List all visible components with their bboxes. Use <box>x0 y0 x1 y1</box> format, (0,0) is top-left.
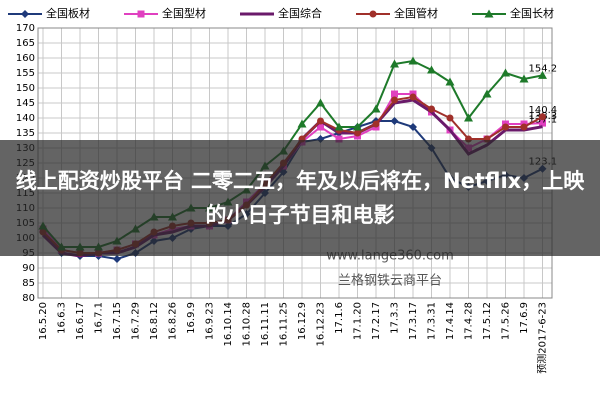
x-tick-label: 16.6.17 <box>75 302 86 340</box>
y-tick-label: 90 <box>22 263 35 274</box>
x-tick-label: 17.6.9 <box>519 302 530 334</box>
x-tick-label: 17.1.6 <box>334 302 345 334</box>
legend-marker <box>21 10 29 18</box>
x-tick-label: 16.9.9 <box>186 302 197 334</box>
x-tick-label: 16.10.14 <box>223 302 234 347</box>
marker <box>391 90 398 98</box>
y-tick-label: 165 <box>16 38 35 49</box>
marker <box>408 56 418 65</box>
marker <box>501 68 510 77</box>
x-tick-label: 16.12.23 <box>316 302 327 347</box>
legend-marker <box>484 9 494 18</box>
marker <box>409 123 417 131</box>
marker <box>317 117 324 125</box>
marker <box>354 129 361 137</box>
x-tick-label: 16.11.11 <box>260 302 271 347</box>
x-tick-label: 17.2.17 <box>371 302 382 340</box>
marker <box>297 119 307 128</box>
marker <box>335 135 343 143</box>
x-tick-label: 16.5.20 <box>38 302 49 340</box>
marker <box>371 104 381 113</box>
x-tick-label: 16.6.3 <box>57 302 68 334</box>
legend-marker <box>369 10 377 18</box>
x-tick-label: 16.9.23 <box>205 302 216 340</box>
marker <box>539 113 546 121</box>
legend-label: 全国长材 <box>510 6 554 20</box>
x-tick-label: 预测2017-6-23 <box>536 302 549 374</box>
y-tick-label: 160 <box>16 53 35 64</box>
x-tick-label: 17.1.20 <box>353 302 364 340</box>
y-tick-label: 80 <box>22 293 35 304</box>
y-tick-label: 170 <box>16 23 35 34</box>
x-tick-label: 16.12.9 <box>297 302 308 340</box>
x-tick-label: 16.11.25 <box>279 302 290 347</box>
marker <box>519 74 529 83</box>
marker <box>445 77 455 86</box>
legend-marker <box>137 10 145 18</box>
marker <box>317 123 324 131</box>
marker <box>428 105 435 113</box>
legend-label: 全国板材 <box>46 6 90 20</box>
y-tick-label: 135 <box>16 128 35 139</box>
marker <box>482 89 492 98</box>
x-tick-label: 17.3.31 <box>427 302 438 340</box>
overlay-text: 线上配资炒股平台 二零二五，年及以后将在，Netflix，上映的小日子节目和电影 <box>15 169 585 227</box>
y-tick-label: 150 <box>16 83 35 94</box>
marker <box>502 123 509 131</box>
x-tick-label: 17.4.14 <box>445 302 456 340</box>
x-tick-label: 16.7.15 <box>112 302 123 340</box>
x-tick-label: 17.3.3 <box>390 302 401 334</box>
marker <box>391 96 398 104</box>
x-tick-label: 16.10.28 <box>242 302 253 347</box>
x-tick-label: 16.8.26 <box>168 302 179 340</box>
legend-label: 全国型材 <box>162 6 206 20</box>
x-tick-label: 16.8.12 <box>149 302 160 340</box>
y-tick-label: 145 <box>16 98 35 109</box>
y-tick-label: 85 <box>22 278 35 289</box>
watermark: 兰格钢铁云商平台 <box>338 273 442 289</box>
marker <box>464 113 473 122</box>
value-label: 140.4 <box>529 105 558 116</box>
y-tick-label: 155 <box>16 68 35 79</box>
marker <box>334 122 344 131</box>
marker <box>390 59 399 68</box>
marker <box>372 120 380 128</box>
marker <box>316 98 325 107</box>
marker <box>446 114 454 122</box>
value-label: 154.2 <box>529 63 558 74</box>
legend-label: 全国综合 <box>278 6 322 20</box>
marker <box>538 70 547 79</box>
marker <box>113 255 121 263</box>
x-tick-label: 17.5.12 <box>482 302 493 340</box>
legend-label: 全国管材 <box>394 6 438 20</box>
marker <box>353 122 362 131</box>
marker <box>409 93 417 101</box>
x-tick-label: 17.4.28 <box>464 302 475 340</box>
marker <box>427 65 436 74</box>
x-tick-label: 16.7.1 <box>94 302 105 334</box>
overlay-banner: 线上配资炒股平台 二零二五，年及以后将在，Netflix，上映的小日子节目和电影 <box>0 140 600 256</box>
x-tick-label: 16.7.29 <box>131 302 142 340</box>
marker <box>390 117 399 125</box>
y-tick-label: 140 <box>16 113 35 124</box>
x-tick-label: 17.3.17 <box>408 302 419 340</box>
marker <box>520 123 528 131</box>
marker <box>539 119 546 127</box>
x-tick-label: 17.5.26 <box>501 302 512 340</box>
